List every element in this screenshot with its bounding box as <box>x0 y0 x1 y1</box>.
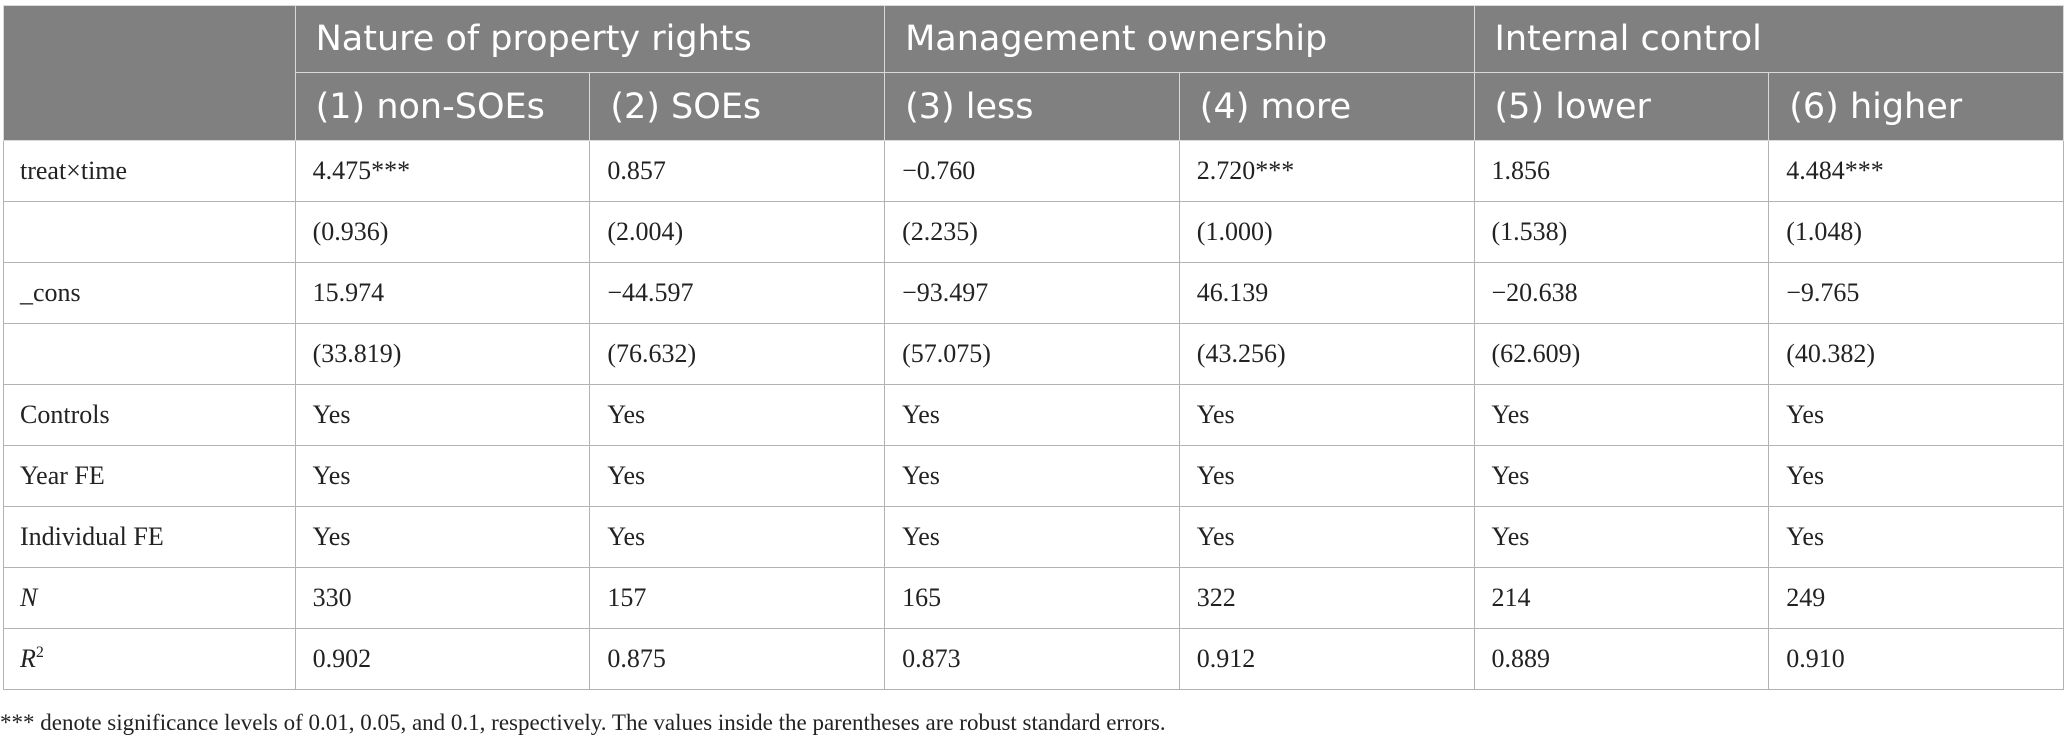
table-cell: Yes <box>1768 506 2064 568</box>
table-cell: (40.382) <box>1768 323 2064 385</box>
group-header-management-ownership: Management ownership <box>884 5 1475 73</box>
row-label: treat×time <box>3 140 296 202</box>
row-label-text: R <box>20 644 36 673</box>
table-cell: Yes <box>1473 384 1770 446</box>
table-cell: Yes <box>1473 506 1770 568</box>
table-row: treat×time 4.475*** 0.857 −0.760 2.720*** 1.8… <box>3 140 2064 202</box>
table-cell: −9.765 <box>1768 262 2064 324</box>
row-label: R2 <box>3 628 296 690</box>
table-cell: (1.048) <box>1768 201 2064 263</box>
table-cell: Yes <box>589 506 886 568</box>
table-cell: Yes <box>1178 384 1475 446</box>
table-cell: Yes <box>1473 445 1770 507</box>
table-cell: (62.609) <box>1473 323 1770 385</box>
table-cell: 0.910 <box>1768 628 2064 690</box>
header-row-columns: (1) non-SOEs (2) SOEs (3) less (4) more … <box>4 72 2064 141</box>
table-cell: 15.974 <box>294 262 591 324</box>
table-cell: (33.819) <box>294 323 591 385</box>
table-cell: 1.856 <box>1473 140 1770 202</box>
table-row: R2 0.902 0.875 0.873 0.912 0.889 0.910 <box>3 628 2064 690</box>
table-cell: 157 <box>589 567 886 629</box>
row-label <box>3 201 296 263</box>
table-cell: 214 <box>1473 567 1770 629</box>
table-footnote: *** denote significance levels of 0.01, … <box>0 710 1166 735</box>
table-cell: (2.235) <box>884 201 1180 263</box>
table-cell: 2.720*** <box>1178 140 1475 202</box>
table-cell: Yes <box>589 384 886 446</box>
table-row: (33.819) (76.632) (57.075) (43.256) (62.609)… <box>3 323 2064 385</box>
table-cell: 165 <box>884 567 1180 629</box>
row-label <box>3 323 296 385</box>
table-cell: Yes <box>294 384 591 446</box>
column-header: (6) higher <box>1768 72 2064 141</box>
table-cell: (43.256) <box>1178 323 1475 385</box>
table-cell: Yes <box>884 506 1180 568</box>
table-row: Controls Yes Yes Yes Yes Yes Yes <box>3 384 2064 446</box>
row-label-text: Year FE <box>20 461 105 490</box>
column-header: (2) SOEs <box>589 72 886 141</box>
column-header: (3) less <box>884 72 1180 141</box>
row-label-text: Individual FE <box>20 522 164 551</box>
table-row: Year FE Yes Yes Yes Yes Yes Yes <box>3 445 2064 507</box>
group-header-property-rights: Nature of property rights <box>294 5 886 73</box>
table-cell: 330 <box>294 567 591 629</box>
column-header: (4) more <box>1178 72 1475 141</box>
table-cell: (76.632) <box>589 323 886 385</box>
column-header: (5) lower <box>1473 72 1770 141</box>
row-label: Individual FE <box>3 506 296 568</box>
table-cell: −0.760 <box>884 140 1180 202</box>
table-cell: (1.000) <box>1178 201 1475 263</box>
row-label-text: treat×time <box>20 156 128 185</box>
table-cell: (2.004) <box>589 201 886 263</box>
table-cell: 0.912 <box>1178 628 1475 690</box>
table-cell: 322 <box>1178 567 1475 629</box>
table-cell: Yes <box>294 506 591 568</box>
row-label: Controls <box>3 384 296 446</box>
table-cell: Yes <box>589 445 886 507</box>
table-row: Individual FE Yes Yes Yes Yes Yes Yes <box>3 506 2064 568</box>
group-header-internal-control: Internal control <box>1473 5 2065 73</box>
table-cell: 0.889 <box>1473 628 1770 690</box>
table-cell: 0.873 <box>884 628 1180 690</box>
table-cell: 249 <box>1768 567 2064 629</box>
table-cell: −44.597 <box>589 262 886 324</box>
row-label: Year FE <box>3 445 296 507</box>
table-cell: −93.497 <box>884 262 1180 324</box>
table-cell: Yes <box>884 384 1180 446</box>
table-cell: 4.475*** <box>294 140 591 202</box>
regression-table: Nature of property rights Management own… <box>3 5 2065 690</box>
row-label-text: N <box>20 583 38 612</box>
table-cell: Yes <box>1178 445 1475 507</box>
table-cell: 46.139 <box>1178 262 1475 324</box>
table-cell: (0.936) <box>294 201 591 263</box>
table-cell: 4.484*** <box>1768 140 2064 202</box>
table-header: Nature of property rights Management own… <box>3 5 2065 141</box>
table-cell: (1.538) <box>1473 201 1770 263</box>
row-label-text: _cons <box>20 278 81 307</box>
header-row-groups: Nature of property rights Management own… <box>3 5 2065 141</box>
table-cell: 0.875 <box>589 628 886 690</box>
row-label-text: Controls <box>20 400 110 429</box>
table-row: (0.936) (2.004) (2.235) (1.000) (1.538) (1.04… <box>3 201 2064 263</box>
table-cell: Yes <box>294 445 591 507</box>
table-cell: 0.857 <box>589 140 886 202</box>
header-corner <box>3 5 296 141</box>
column-header: (1) non-SOEs <box>294 72 591 141</box>
table-cell: Yes <box>884 445 1180 507</box>
table-cell: −20.638 <box>1473 262 1770 324</box>
table-cell: Yes <box>1768 384 2064 446</box>
table-cell: Yes <box>1178 506 1475 568</box>
table-cell: (57.075) <box>884 323 1180 385</box>
row-label: _cons <box>3 262 296 324</box>
row-label-superscript: 2 <box>35 644 44 661</box>
row-label: N <box>3 567 296 629</box>
table-cell: Yes <box>1768 445 2064 507</box>
table-cell: 0.902 <box>294 628 591 690</box>
table-row: N 330 157 165 322 214 249 <box>3 567 2064 629</box>
table-row: _cons 15.974 −44.597 −93.497 46.139 −20.638 −9… <box>3 262 2064 324</box>
table-body: treat×time 4.475*** 0.857 −0.760 2.720*** 1.8… <box>3 140 2064 690</box>
